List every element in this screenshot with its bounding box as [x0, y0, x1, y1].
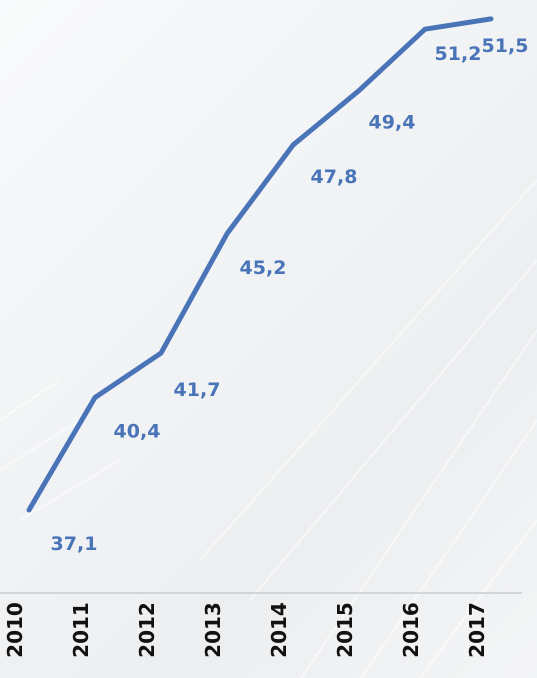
x-tick-label-2014: 2014: [267, 602, 291, 658]
data-label-2012: 41,7: [174, 379, 221, 401]
background-streak: [19, 459, 121, 521]
data-labels: 37,1 40,4 41,7 45,2 47,8 49,4 51,2 51,5: [51, 35, 529, 555]
background-streak: [419, 519, 537, 678]
x-tick-label-2011: 2011: [69, 602, 93, 658]
data-label-2017: 51,5: [482, 35, 529, 57]
data-label-2016: 51,2: [435, 43, 482, 65]
data-label-2011: 40,4: [114, 421, 161, 443]
x-tick-label-2010: 2010: [3, 602, 27, 658]
x-tick-labels: 2010 2011 2012 2013 2014 2015 2016 2017: [3, 602, 489, 658]
data-label-2013: 45,2: [240, 257, 287, 279]
background-streak: [199, 179, 537, 561]
data-label-2010: 37,1: [51, 533, 98, 555]
background-decoration: [0, 179, 537, 678]
data-label-2014: 47,8: [311, 166, 358, 188]
x-tick-label-2012: 2012: [135, 602, 159, 658]
x-tick-label-2013: 2013: [201, 602, 225, 658]
background-streak: [0, 419, 81, 471]
x-tick-label-2015: 2015: [333, 602, 357, 658]
background-streak: [0, 379, 61, 421]
data-label-2015: 49,4: [369, 112, 416, 134]
background-streak: [249, 259, 537, 601]
x-tick-label-2017: 2017: [465, 602, 489, 658]
background-streak: [360, 419, 537, 678]
x-tick-label-2016: 2016: [399, 602, 423, 658]
background-streak: [300, 329, 537, 678]
series-line: [26, 16, 494, 513]
